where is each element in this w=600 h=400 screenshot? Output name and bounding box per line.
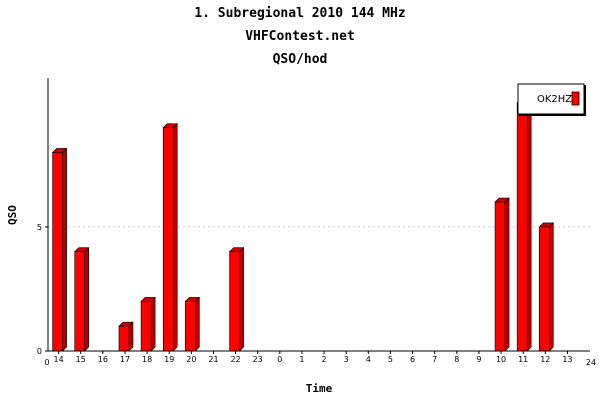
- bar-side: [150, 296, 156, 352]
- x-tick-label: 4: [366, 355, 371, 364]
- x-tick-label: 8: [454, 355, 459, 364]
- x-tick-label: 14: [54, 355, 64, 364]
- bar-side: [84, 247, 90, 352]
- bar-side: [239, 247, 244, 352]
- x-tick-label: 21: [208, 355, 218, 364]
- bar-side: [62, 147, 67, 352]
- x-tick-label: 22: [230, 355, 240, 364]
- chart-subtitle: VHFContest.net: [245, 29, 355, 44]
- x-tick-label: 18: [142, 355, 152, 364]
- x-tick-label: 6: [410, 355, 415, 364]
- y-tick-label: 5: [37, 223, 42, 232]
- bar: [494, 197, 510, 352]
- bar-face: [516, 102, 528, 352]
- x-tick-label: 9: [476, 355, 481, 364]
- x-axis-title: Time: [306, 382, 333, 395]
- bar-face: [162, 127, 174, 352]
- bar: [516, 98, 532, 352]
- bar: [228, 247, 245, 352]
- bar-face: [494, 201, 506, 352]
- legend-swatch: [571, 91, 580, 106]
- bar-face: [140, 301, 152, 352]
- x-tick-label: 20: [186, 355, 196, 364]
- x-tick-label: 10: [496, 355, 506, 364]
- x-tick-label: 15: [76, 355, 86, 364]
- chart-title: 1. Subregional 2010 144 MHz: [194, 6, 406, 21]
- bar: [51, 147, 68, 352]
- x-tick-label: 3: [344, 355, 349, 364]
- bar-face: [229, 251, 240, 352]
- bar: [118, 321, 134, 352]
- x-tick-label: 11: [518, 355, 528, 364]
- y-axis-title: QSO: [6, 205, 19, 225]
- x-edge-label: 0: [44, 358, 49, 367]
- x-tick-label: 2: [322, 355, 327, 364]
- x-tick-label: 17: [120, 355, 130, 364]
- bar-face: [185, 301, 196, 352]
- x-tick-label: 5: [388, 355, 393, 364]
- x-tick-label: 7: [432, 355, 437, 364]
- bar-face: [538, 226, 550, 352]
- x-tick-label: 1: [299, 355, 304, 364]
- bar-side: [548, 222, 554, 352]
- x-tick-label: 19: [164, 355, 174, 364]
- x-edge-label: 24: [586, 358, 596, 367]
- x-tick-label: 12: [540, 355, 550, 364]
- bar: [162, 122, 178, 352]
- x-tick-label: 13: [562, 355, 572, 364]
- bar-face: [118, 325, 130, 352]
- x-tick-label: 16: [98, 355, 108, 364]
- y-tick-label: 0: [37, 347, 42, 356]
- bar-face: [52, 152, 63, 352]
- x-tick-label: 23: [253, 355, 263, 364]
- bar-side: [128, 321, 134, 352]
- legend-label: OK2HZ: [537, 94, 572, 105]
- bar-side: [504, 197, 510, 352]
- bar-face: [74, 251, 86, 352]
- bar-side: [195, 296, 200, 352]
- bar-side: [172, 122, 178, 352]
- legend: OK2HZ: [517, 83, 586, 116]
- bar: [73, 247, 90, 352]
- bar-side: [526, 98, 532, 352]
- bar: [538, 222, 555, 352]
- x-tick-label: 0: [277, 355, 282, 364]
- bar: [140, 296, 156, 352]
- bar: [184, 296, 201, 352]
- chart-unit-title: QSO/hod: [272, 52, 328, 67]
